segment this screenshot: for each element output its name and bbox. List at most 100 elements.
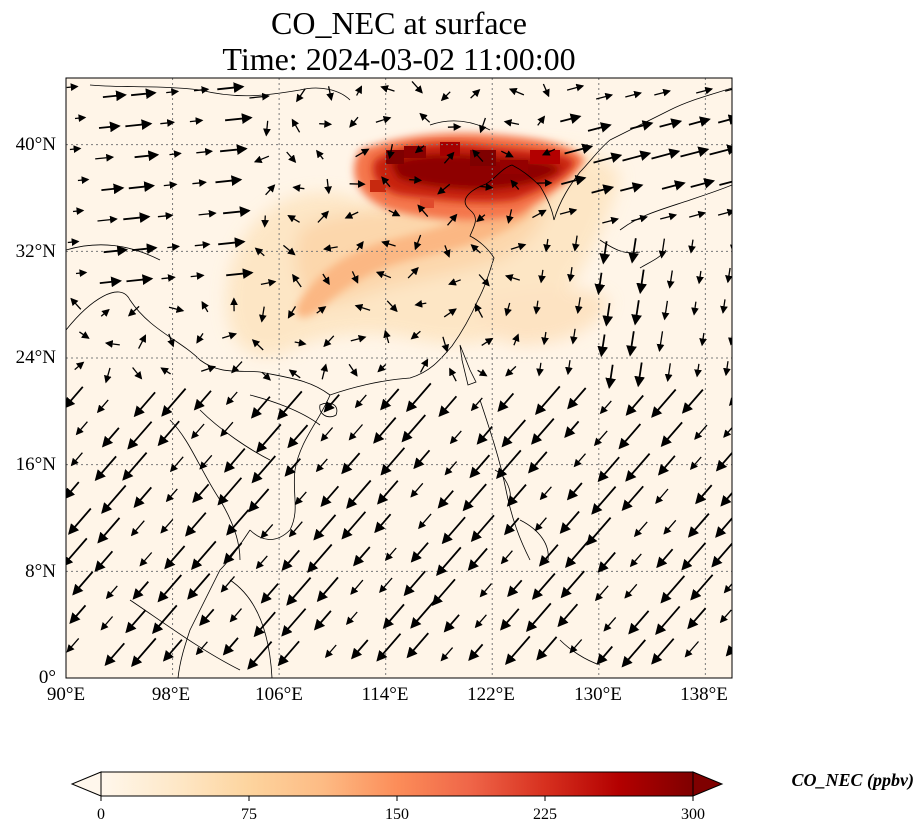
wind-arrow [587, 122, 612, 133]
wind-arrow [99, 276, 122, 288]
wind-arrow [195, 641, 208, 656]
wind-arrow [462, 483, 487, 512]
wind-arrow [375, 115, 392, 124]
wind-arrow [104, 340, 120, 348]
wind-arrow [564, 420, 580, 438]
wind-arrow [387, 143, 395, 160]
wind-arrow [138, 334, 146, 349]
wind-arrow [688, 239, 696, 254]
wind-arrow [559, 207, 578, 216]
wind-arrow [355, 240, 364, 251]
concentration-field [226, 133, 621, 357]
wind-arrow [130, 520, 145, 537]
wind-arrow [508, 88, 525, 96]
wind-arrow [634, 362, 645, 388]
wind-arrow [287, 306, 297, 319]
wind-arrow [152, 604, 178, 634]
wind-arrow [419, 358, 429, 373]
wind-arrow [504, 517, 520, 536]
wind-arrow [597, 334, 609, 358]
wind-arrow [571, 235, 580, 252]
wind-arrow [160, 367, 171, 375]
wind-arrow [505, 365, 517, 377]
wind-arrow [222, 332, 238, 340]
lat-tick-label: 40°N [15, 134, 56, 155]
wind-arrow [656, 548, 674, 569]
wind-arrow [256, 423, 282, 453]
wind-arrow [277, 390, 303, 420]
wind-arrow [380, 447, 406, 476]
wind-arrow [166, 88, 180, 96]
wind-arrow [621, 639, 646, 668]
wind-arrow [355, 148, 370, 158]
wind-arrow [636, 269, 647, 295]
wind-arrow [319, 120, 333, 128]
wind-arrow [410, 542, 429, 563]
wind-arrow [324, 644, 337, 658]
wind-arrow [594, 272, 606, 295]
wind-arrow [414, 299, 427, 308]
wind-arrow [249, 92, 270, 101]
wind-arrow [591, 486, 617, 515]
wind-arrow [66, 83, 79, 91]
colorbar-tick-label: 150 [385, 806, 409, 823]
wind-arrow [720, 299, 728, 314]
wind-arrow [534, 517, 547, 532]
wind-arrow [467, 547, 488, 571]
wind-arrow [586, 517, 612, 546]
wind-arrow [717, 114, 732, 125]
wind-arrow [409, 176, 423, 184]
wind-arrow [537, 115, 546, 126]
wind-arrow [185, 512, 207, 537]
wind-arrow [66, 537, 88, 567]
wind-arrow [690, 178, 716, 189]
wind-arrow [436, 546, 462, 576]
wind-arrow [320, 363, 329, 380]
wind-arrow [476, 426, 493, 445]
colorbar-tick-label: 0 [97, 806, 105, 823]
wind-arrow [441, 516, 466, 545]
wind-arrow [729, 244, 732, 253]
wind-arrow [591, 184, 615, 195]
wind-arrow [223, 542, 243, 565]
wind-arrow [167, 333, 175, 348]
wind-arrow [190, 272, 205, 280]
wind-arrow [231, 361, 243, 374]
wind-arrow [437, 490, 454, 509]
wind-arrow [254, 247, 265, 257]
wind-arrow [169, 456, 184, 473]
wind-arrow [201, 300, 209, 313]
wind-arrow [602, 302, 614, 327]
wind-arrow [375, 271, 392, 279]
wind-arrow [104, 367, 112, 384]
wind-arrow [77, 176, 90, 185]
wind-arrow [570, 328, 578, 345]
wind-arrow [401, 414, 426, 443]
wind-arrow [431, 578, 456, 607]
wind-arrow [284, 458, 301, 477]
wind-arrow [720, 491, 732, 507]
wind-arrow [689, 210, 707, 219]
wind-arrow [377, 364, 387, 373]
wind-arrow [260, 523, 274, 539]
wind-arrow [373, 417, 397, 444]
wind-arrow [528, 451, 548, 474]
wind-arrow [725, 267, 732, 284]
wind-arrow [658, 238, 667, 259]
wind-arrow [288, 521, 303, 538]
wind-arrow [163, 181, 178, 189]
wind-arrow [125, 609, 147, 634]
wind-arrow [69, 604, 87, 624]
wind-arrow [75, 421, 88, 436]
wind-arrow [536, 362, 544, 377]
wind-arrow [125, 119, 153, 130]
wind-arrow [542, 83, 550, 98]
wind-arrow [218, 237, 246, 248]
wind-arrow [225, 113, 253, 124]
wind-arrow [536, 636, 558, 661]
wind-arrow [287, 215, 300, 223]
wind-arrow [681, 389, 704, 414]
wind-arrow [660, 212, 678, 221]
wind-arrow [350, 579, 364, 595]
wind-arrow [132, 581, 149, 600]
